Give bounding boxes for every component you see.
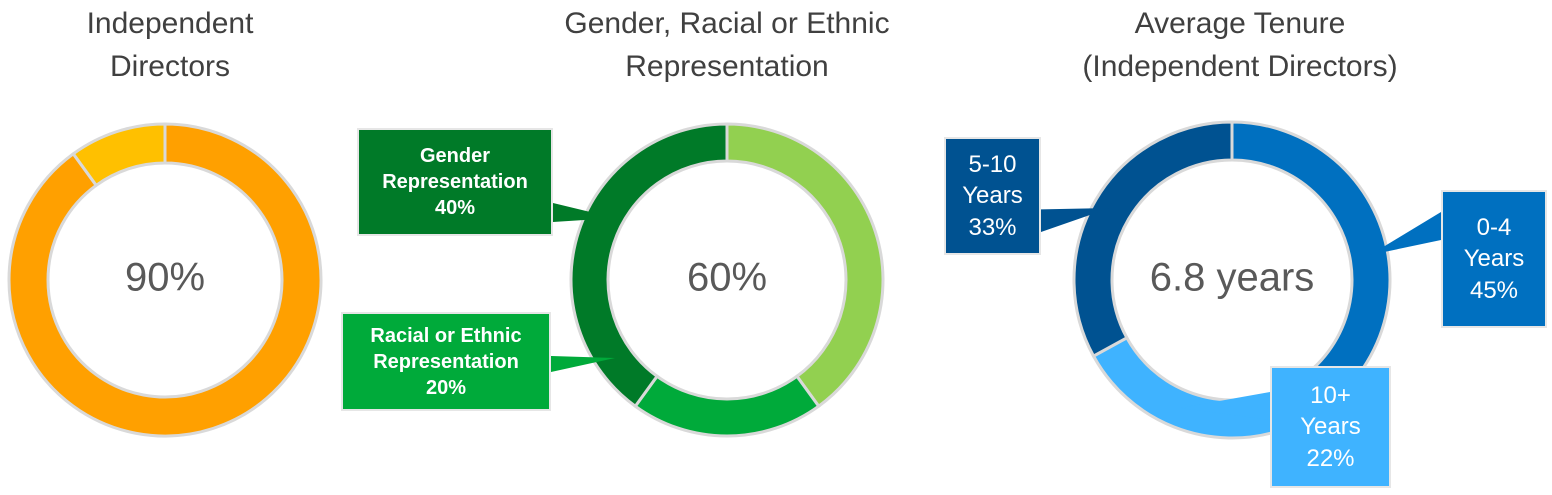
donut-segment [7,122,323,438]
callout-value: 20% [425,376,467,399]
callout-category: 5-10 Years [962,151,1023,210]
callout-value: 40% [434,197,476,219]
callout-value: 22% [1306,444,1355,472]
callout: 0-4 Years 45% [1441,190,1547,328]
center-label: 6.8 years [1150,256,1315,300]
donut-segment [725,122,885,409]
donut-segment [633,374,821,438]
callout-category: 10+ Years [1300,382,1361,441]
callout: Gender Representation 40% [357,128,553,236]
callout-category: Racial or Ethnic Representation [370,324,522,373]
donut-segment [569,122,729,409]
center-label: 90% [125,256,205,300]
callout: Racial or Ethnic Representation 20% [341,312,551,411]
callout-value: 45% [1469,276,1519,304]
donut-segment [1091,335,1283,440]
callout: 5-10 Years 33% [944,137,1041,255]
donut-segment [1072,120,1234,359]
chart-title: Average Tenure (Independent Directors) [1082,7,1398,83]
callout-category: 0-4 Years [1463,214,1525,273]
callout-pointer [1180,392,1270,420]
callout-category: Gender Representation [382,145,528,193]
callout-value: 33% [968,213,1017,241]
donut-segment [71,122,167,188]
chart-title: Gender, Racial or Ethnic Representation [564,7,890,83]
center-label: 60% [687,256,767,300]
callout: 10+ Years 22% [1270,366,1391,488]
callout-pointer [1370,212,1441,255]
chart-title: Independent Directors [86,7,254,83]
